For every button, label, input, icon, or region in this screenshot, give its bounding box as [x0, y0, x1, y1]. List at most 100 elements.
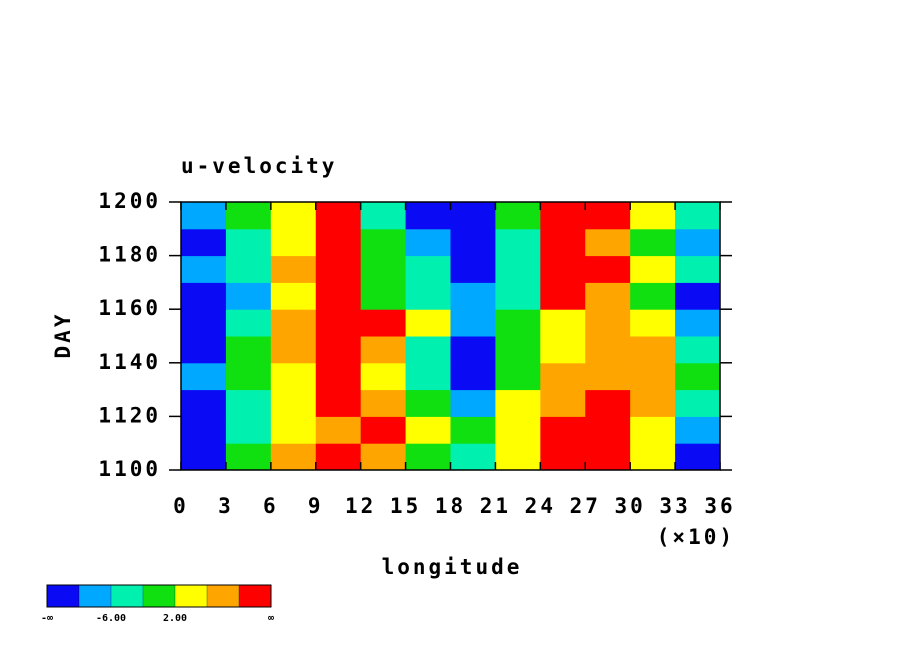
heat-cell	[585, 443, 631, 471]
colorbar-swatch	[175, 585, 207, 607]
heat-cell	[225, 282, 272, 310]
heat-cell	[270, 282, 317, 310]
colorbar-label: -∞	[41, 613, 53, 624]
heat-cell	[315, 255, 362, 283]
heat-cell	[495, 309, 541, 337]
y-tick-label: 1120	[98, 403, 161, 427]
heat-cell	[495, 282, 541, 310]
heat-cell	[181, 336, 227, 364]
heat-cell	[225, 336, 272, 364]
heat-cell	[675, 389, 721, 417]
heat-cell	[540, 309, 586, 337]
heat-cell	[360, 309, 407, 337]
heat-cell	[360, 255, 407, 283]
heat-cell	[495, 255, 541, 283]
heat-cell	[450, 389, 496, 417]
heat-cell	[405, 282, 451, 310]
heat-cell	[181, 443, 227, 471]
colorbar-label: -6.00	[96, 613, 126, 624]
heat-cell	[585, 336, 631, 364]
heat-cell	[315, 282, 362, 310]
heat-cell	[495, 336, 541, 364]
heat-cell	[270, 416, 317, 444]
heat-cell	[450, 228, 496, 257]
colorbar-swatch	[47, 585, 79, 607]
heat-cell	[540, 336, 586, 364]
x-tick-label: 33	[659, 494, 690, 518]
heat-cell	[181, 389, 227, 417]
heat-cell	[495, 443, 541, 471]
colorbar-swatch	[239, 585, 271, 607]
heat-cell	[540, 389, 586, 417]
heat-cell	[630, 389, 676, 417]
x-tick-label: 3	[218, 494, 234, 518]
heat-cell	[405, 309, 451, 337]
heat-cell	[450, 202, 496, 230]
heat-cell	[270, 202, 317, 230]
heat-cell	[270, 336, 317, 364]
heat-cell	[225, 416, 272, 444]
heat-cell	[540, 255, 586, 283]
heat-cell	[270, 228, 317, 257]
heat-cell	[630, 362, 676, 391]
heat-cell	[405, 228, 451, 257]
heat-cell	[585, 389, 631, 417]
heat-cell	[181, 282, 227, 310]
heat-cell	[675, 336, 721, 364]
heat-cell	[225, 389, 272, 417]
heat-cell	[675, 202, 721, 230]
heat-cell	[270, 389, 317, 417]
x-tick-label: 12	[345, 494, 376, 518]
heat-cell	[675, 309, 721, 337]
heat-cell	[675, 443, 721, 471]
heat-cell	[315, 309, 362, 337]
heat-cell	[675, 416, 721, 444]
heat-cell	[495, 202, 541, 230]
x-tick-label: 15	[390, 494, 421, 518]
x-tick-label: 9	[308, 494, 324, 518]
x-tick-label: 21	[480, 494, 511, 518]
heat-cell	[450, 336, 496, 364]
heat-cell	[270, 443, 317, 471]
heat-cell	[225, 202, 272, 230]
heat-cell	[181, 309, 227, 337]
heat-cell	[585, 362, 631, 391]
heat-cell	[630, 202, 676, 230]
heat-cell	[630, 309, 676, 337]
heat-cell	[540, 282, 586, 310]
heat-cell	[630, 282, 676, 310]
heat-cell	[315, 416, 362, 444]
heat-cell	[270, 309, 317, 337]
heat-cell	[585, 416, 631, 444]
heat-cell	[360, 228, 407, 257]
heat-cell	[450, 416, 496, 444]
heat-cell	[405, 389, 451, 417]
heat-cell	[540, 416, 586, 444]
y-tick-label: 1140	[98, 350, 161, 374]
x-tick-label: 0	[173, 494, 189, 518]
heat-cell	[540, 443, 586, 471]
heat-cell	[585, 202, 631, 230]
heat-cell	[585, 309, 631, 337]
heat-cell	[495, 228, 541, 257]
heat-cell	[675, 282, 721, 310]
heat-cell	[360, 389, 407, 417]
heat-cell	[585, 228, 631, 257]
x-multiplier: (×10)	[657, 525, 735, 549]
heat-cell	[405, 255, 451, 283]
heat-cell	[315, 443, 362, 471]
heat-cell	[225, 255, 272, 283]
heat-cell	[360, 416, 407, 444]
heat-cell	[270, 362, 317, 391]
x-tick-label: 24	[525, 494, 556, 518]
x-tick-label: 6	[263, 494, 279, 518]
x-tick-label: 18	[435, 494, 466, 518]
heat-cell	[450, 443, 496, 471]
y-tick-label: 1160	[98, 296, 161, 320]
heat-cell	[225, 228, 272, 257]
heat-cell	[450, 362, 496, 391]
heat-cell	[181, 228, 227, 257]
heat-cell	[630, 255, 676, 283]
heat-cell	[181, 362, 227, 391]
